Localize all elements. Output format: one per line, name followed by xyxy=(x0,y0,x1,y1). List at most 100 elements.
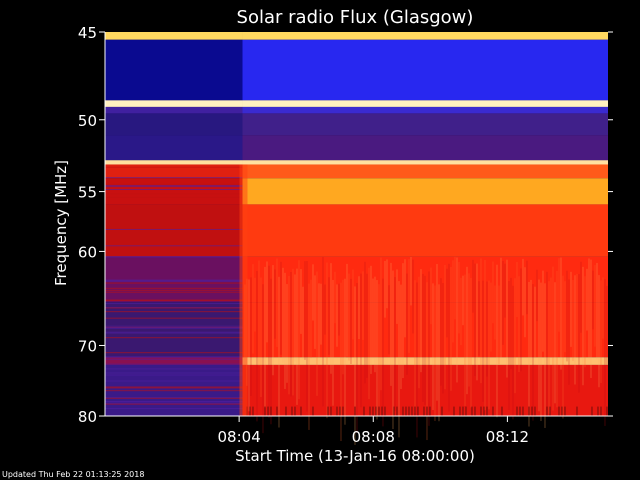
streak xyxy=(453,406,455,416)
streak xyxy=(316,271,318,396)
streak xyxy=(334,271,336,324)
hline xyxy=(105,245,243,247)
hline xyxy=(105,280,243,282)
streak xyxy=(404,259,406,338)
streak xyxy=(412,259,414,334)
hline xyxy=(105,177,243,179)
streak xyxy=(462,275,464,326)
streak xyxy=(452,260,454,343)
band-pre-6 xyxy=(105,160,243,165)
y-axis-label: Frequency [MHz] xyxy=(52,160,70,286)
streak xyxy=(428,271,430,426)
streak xyxy=(441,406,443,416)
hline xyxy=(105,210,243,212)
streak xyxy=(548,281,550,414)
hline xyxy=(105,184,243,186)
streak xyxy=(454,256,456,320)
streak xyxy=(300,406,302,416)
streak xyxy=(270,406,272,416)
hline xyxy=(105,372,243,374)
streak xyxy=(426,282,428,441)
streak xyxy=(340,282,342,442)
streak xyxy=(522,406,524,416)
streak xyxy=(360,273,362,408)
streak xyxy=(390,262,392,386)
streak xyxy=(432,283,434,410)
streak xyxy=(508,281,510,410)
hline xyxy=(105,228,243,230)
band-pre-7 xyxy=(105,164,243,179)
streak xyxy=(356,283,358,434)
streak xyxy=(528,281,530,427)
streak xyxy=(492,406,494,416)
streak xyxy=(294,274,296,362)
streak xyxy=(286,284,288,383)
streak xyxy=(602,277,604,339)
streak xyxy=(482,280,484,402)
streak xyxy=(330,406,332,416)
band-pre-10 xyxy=(105,256,243,303)
hline xyxy=(105,207,243,209)
streak xyxy=(562,275,564,419)
streak xyxy=(512,285,514,420)
streak xyxy=(574,275,576,385)
streak xyxy=(560,257,562,370)
y-tick-label: 60 xyxy=(78,243,97,261)
streak xyxy=(570,271,572,347)
streak xyxy=(590,259,592,378)
band-post-0 xyxy=(242,32,608,40)
hline xyxy=(105,307,243,309)
streak xyxy=(558,406,560,416)
streak xyxy=(546,271,548,417)
band-pre-2 xyxy=(105,100,243,107)
y-tick-label: 80 xyxy=(78,408,97,426)
streak xyxy=(488,280,490,410)
streak xyxy=(459,406,461,416)
hline xyxy=(105,337,243,339)
streak xyxy=(252,264,254,354)
streak xyxy=(561,406,563,416)
streak xyxy=(346,263,348,357)
band-pre-4 xyxy=(105,113,243,136)
streak xyxy=(362,271,364,340)
streak xyxy=(276,406,278,416)
streak xyxy=(405,406,407,416)
streak xyxy=(358,276,360,340)
streak xyxy=(442,283,444,394)
streak xyxy=(384,260,386,318)
streak xyxy=(312,264,314,321)
hline xyxy=(105,291,243,293)
streak xyxy=(429,406,431,416)
streak xyxy=(498,285,500,365)
streak xyxy=(378,284,380,408)
hline xyxy=(105,289,243,291)
streak xyxy=(544,283,546,428)
streak xyxy=(576,273,578,357)
streak xyxy=(592,270,594,330)
band-pre-1 xyxy=(105,39,243,101)
streak xyxy=(278,276,280,428)
band-post-11 xyxy=(242,302,608,358)
hline xyxy=(105,327,243,329)
streak xyxy=(288,275,290,395)
hline xyxy=(105,374,243,376)
streak xyxy=(423,406,425,416)
streak xyxy=(536,269,538,322)
streak xyxy=(580,261,582,333)
x-tick-label: 08:08 xyxy=(352,428,395,446)
streak xyxy=(426,406,428,416)
band-post-6 xyxy=(242,160,608,165)
streak xyxy=(314,275,316,349)
streak xyxy=(320,283,322,345)
streak xyxy=(526,260,528,315)
updated-timestamp: Updated Thu Feb 22 01:13:25 2018 xyxy=(2,470,145,479)
streak xyxy=(268,265,270,418)
streak xyxy=(402,263,404,379)
streak xyxy=(411,406,413,416)
streak xyxy=(354,286,356,445)
streak xyxy=(327,406,329,416)
streak xyxy=(282,267,284,363)
hline xyxy=(105,386,243,388)
streak xyxy=(462,406,464,416)
hline xyxy=(105,183,243,185)
